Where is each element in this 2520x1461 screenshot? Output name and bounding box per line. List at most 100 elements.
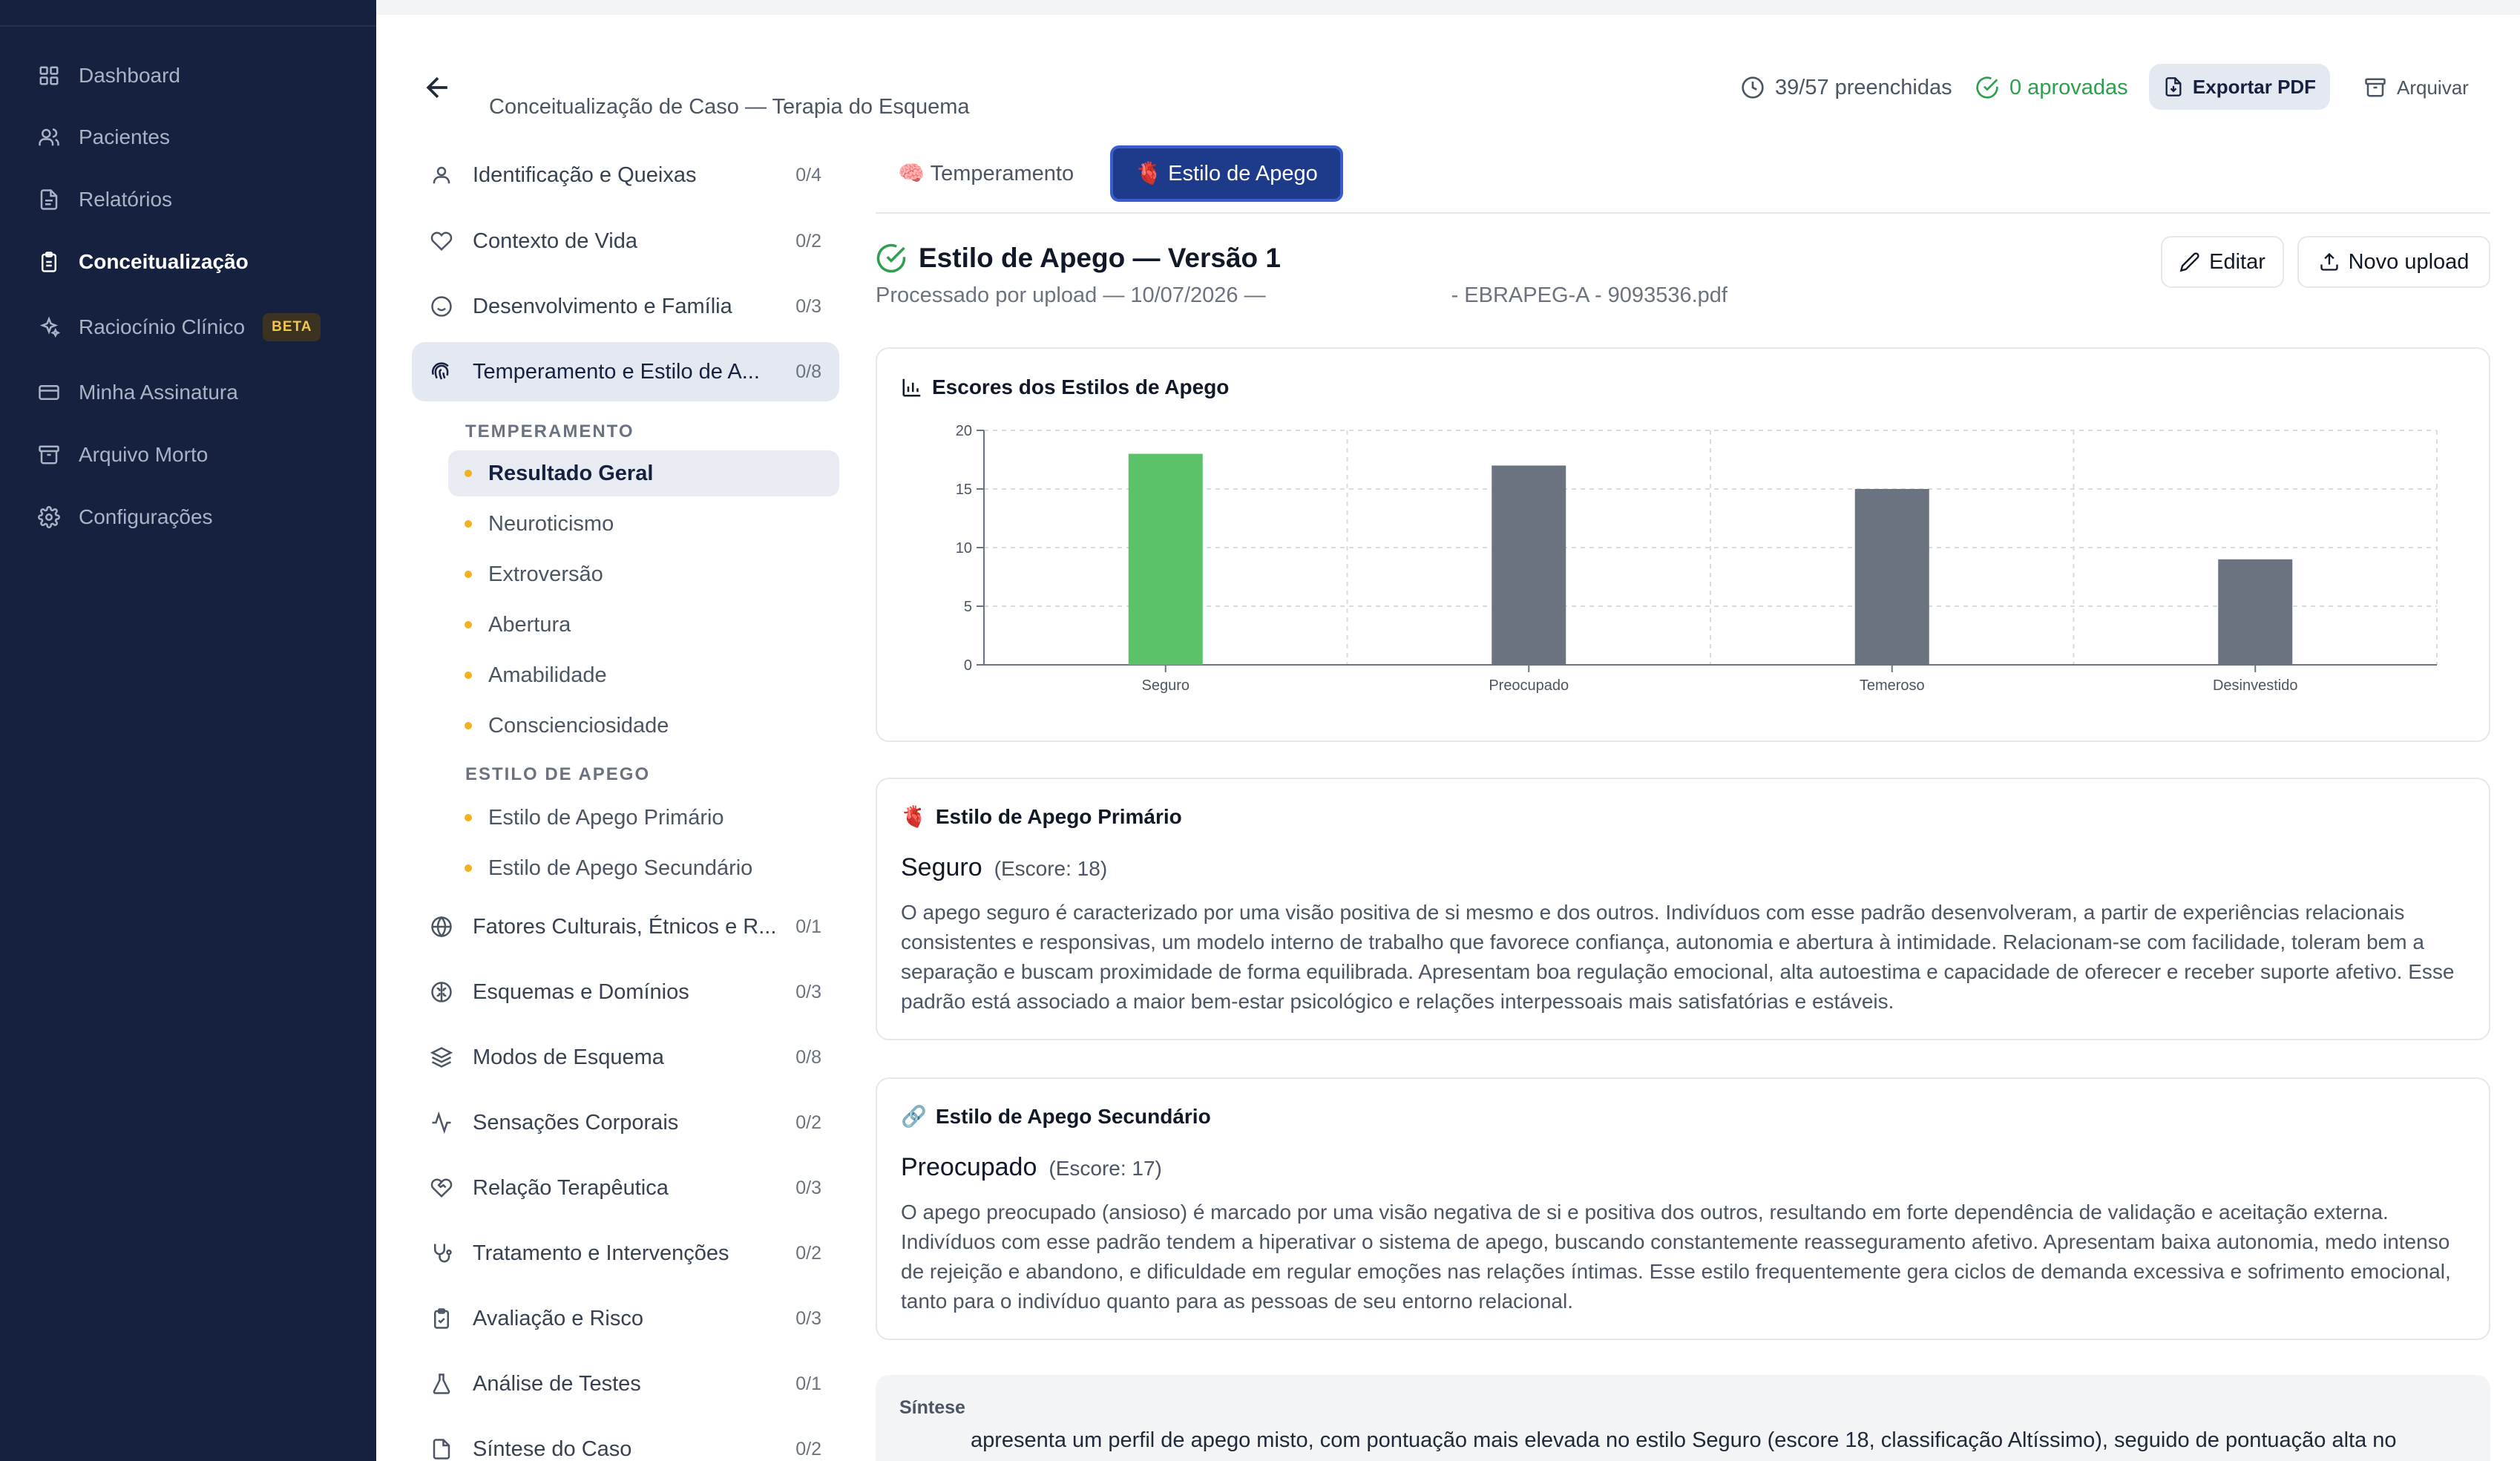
primary-name-text: Seguro (901, 853, 982, 881)
version-title-text: Estilo de Apego — Versão 1 (919, 243, 1281, 273)
synthesis-text: apresenta um perfil de apego misto, com … (971, 1428, 2397, 1452)
x-tick-label: Desinvestido (2213, 677, 2298, 694)
version-title: Estilo de Apego — Versão 1 (876, 242, 1281, 275)
subsection-item[interactable]: Abertura (448, 602, 839, 648)
check-circle-icon (876, 243, 906, 273)
processed-info: Processado por upload — 10/07/2026 — (876, 283, 1266, 307)
approved-count: 0 aprovadas (1975, 71, 2128, 104)
section-sintese-caso[interactable]: Síntese do Caso 0/2 (412, 1419, 839, 1461)
check-circle-icon (1976, 76, 1998, 99)
section-temperamento[interactable]: Temperamento e Estilo de A... 0/8 (412, 342, 839, 401)
section-avaliacao-risco[interactable]: Avaliação e Risco 0/3 (412, 1289, 839, 1348)
subsection-item[interactable]: Resultado Geral (448, 450, 839, 496)
filled-count: 39/57 preenchidas (1741, 71, 1952, 104)
section-count: 0/4 (795, 164, 821, 186)
secondary-style-description: O apego preocupado (ansioso) é marcado p… (901, 1201, 2451, 1313)
edit-button[interactable]: Editar (2161, 236, 2284, 288)
upload-label: Novo upload (2348, 249, 2470, 274)
status-dot (465, 470, 472, 477)
section-modos-de-esquema[interactable]: Modos de Esquema 0/8 (412, 1028, 839, 1087)
section-label: Síntese do Caso (473, 1437, 632, 1461)
section-tratamento[interactable]: Tratamento e Intervenções 0/2 (412, 1224, 839, 1283)
section-relacao-terapeutica[interactable]: Relação Terapêutica 0/3 (412, 1158, 839, 1218)
section-count: 0/2 (795, 1242, 821, 1264)
subsection-item[interactable]: Estilo de Apego Secundário (448, 845, 839, 891)
tab-temperamento[interactable]: 🧠 Temperamento (898, 162, 1074, 186)
nav-label: Pacientes (79, 125, 170, 148)
fingerprint-icon (428, 361, 455, 383)
status-dot (465, 722, 472, 729)
nav-item-pacientes[interactable]: Pacientes (37, 115, 170, 160)
subsection-item[interactable]: Neuroticismo (448, 501, 839, 547)
chart-card: Escores dos Estilos de Apego 0 5 10 15 20 Seg… (876, 347, 2490, 742)
section-sensacoes-corporais[interactable]: Sensações Corporais 0/2 (412, 1093, 839, 1152)
section-fatores-culturais[interactable]: Fatores Culturais, Étnicos e R... 0/1 (412, 897, 839, 956)
filled-count-label: 39/57 preenchidas (1775, 75, 1952, 99)
chart-title-text: Escores dos Estilos de Apego (932, 375, 1230, 398)
secondary-style-heading: 🔗 Estilo de Apego Secundário (901, 1104, 1211, 1129)
synthesis-box: Síntese apresenta um perfil de apego mis… (876, 1375, 2490, 1461)
export-pdf-button[interactable]: Exportar PDF (2149, 64, 2330, 110)
section-label: Avaliação e Risco (473, 1306, 643, 1330)
archive-button[interactable]: Arquivar (2364, 71, 2469, 104)
y-tick-label: 0 (964, 657, 972, 674)
subsection-label: Amabilidade (488, 663, 607, 687)
section-label: Fatores Culturais, Étnicos e R... (473, 914, 777, 939)
clock-icon (1742, 76, 1764, 99)
status-dot (465, 814, 472, 821)
version-meta: Processado por upload — 10/07/2026 — - EB… (876, 283, 1727, 308)
y-tick-label: 10 (956, 540, 972, 557)
section-label: Análise de Testes (473, 1371, 641, 1396)
section-esquemas-dominios[interactable]: Esquemas e Domínios 0/3 (412, 962, 839, 1022)
section-count: 0/8 (795, 1046, 821, 1068)
smile-icon (428, 295, 455, 318)
tab-estilo-de-apego[interactable]: 🫀 Estilo de Apego (1110, 145, 1343, 202)
subsection-item[interactable]: Conscienciosidade (448, 703, 839, 749)
subsection-item[interactable]: Estilo de Apego Primário (448, 795, 839, 841)
nav-item-relatorios[interactable]: Relatórios (37, 177, 172, 222)
nav-item-raciocinio-clinico[interactable]: Raciocínio Clínico BETA (37, 305, 321, 349)
nav-top-divider (0, 0, 376, 27)
heart-handshake-icon (428, 1177, 455, 1199)
section-analise-testes[interactable]: Análise de Testes 0/1 (412, 1354, 839, 1414)
section-count: 0/1 (795, 1373, 821, 1394)
status-dot (465, 672, 472, 679)
subsection-label: Conscienciosidade (488, 713, 669, 738)
section-identificacao[interactable]: Identificação e Queixas 0/4 (412, 145, 839, 205)
section-label: Relação Terapêutica (473, 1175, 669, 1200)
primary-score: (Escore: 18) (994, 857, 1108, 880)
section-count: 0/2 (795, 1438, 821, 1460)
nav-item-dashboard[interactable]: Dashboard (37, 53, 180, 98)
nav-item-configuracoes[interactable]: Configurações (37, 495, 213, 539)
status-dot (465, 571, 472, 578)
bar-preocupado (1492, 465, 1566, 665)
x-tick-label: Seguro (1142, 677, 1190, 694)
new-upload-button[interactable]: Novo upload (2297, 236, 2490, 288)
y-tick-label: 15 (956, 482, 972, 498)
section-count: 0/1 (795, 916, 821, 937)
section-label: Desenvolvimento e Família (473, 294, 732, 318)
archive-label: Arquivar (2397, 76, 2469, 99)
back-button[interactable] (421, 71, 454, 104)
nav-label: Relatórios (79, 188, 173, 211)
subsection-label: Neuroticismo (488, 511, 614, 536)
nav-item-arquivo-morto[interactable]: Arquivo Morto (37, 433, 208, 477)
primary-heading-text: Estilo de Apego Primário (935, 804, 1182, 828)
nav-item-minha-assinatura[interactable]: Minha Assinatura (37, 370, 238, 415)
primary-style-card: 🫀 Estilo de Apego Primário Seguro (Escore… (876, 778, 2490, 1040)
subsection-item[interactable]: Extroversão (448, 551, 839, 597)
arrow-left-icon (426, 76, 447, 99)
section-label: Sensações Corporais (473, 1110, 679, 1135)
nav-item-conceitualizacao[interactable]: Conceitualização (37, 240, 249, 284)
nav-label: Raciocínio Clínico (79, 315, 246, 338)
section-desenvolvimento[interactable]: Desenvolvimento e Família 0/3 (412, 277, 839, 336)
section-contexto-de-vida[interactable]: Contexto de Vida 0/2 (412, 211, 839, 271)
subsection-label: Resultado Geral (488, 461, 654, 485)
file-text-icon (37, 188, 61, 211)
section-count: 0/3 (795, 295, 821, 317)
subsection-item[interactable]: Amabilidade (448, 652, 839, 698)
primary-style-name: Seguro (Escore: 18) (901, 853, 1107, 882)
anatomical-heart-icon: 🫀 (901, 805, 927, 828)
tab-divider (876, 212, 2490, 214)
section-label: Tratamento e Intervenções (473, 1241, 729, 1265)
